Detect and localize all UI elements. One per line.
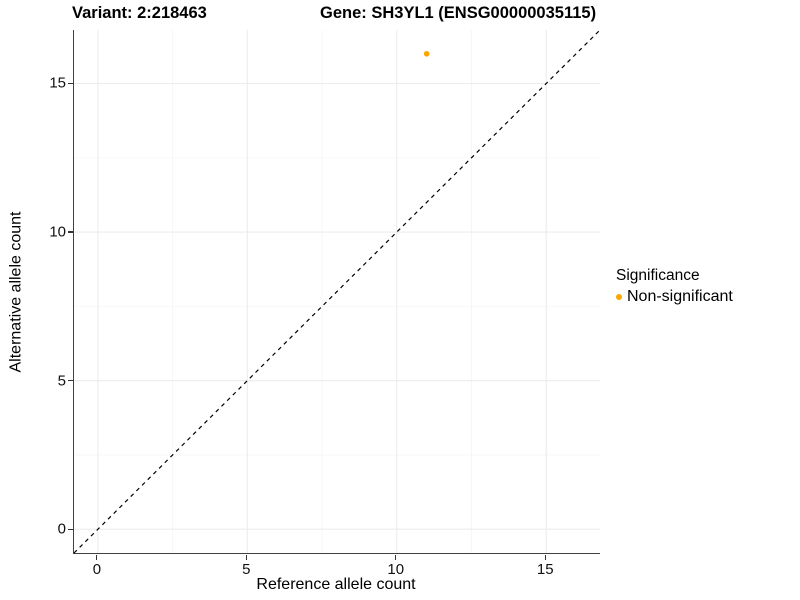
x-tick-mark [395, 554, 397, 560]
x-tick-label: 0 [92, 561, 102, 578]
x-tick-label: 15 [536, 561, 554, 578]
y-tick-label: 10 [49, 223, 66, 241]
legend-item: Non-significant [616, 288, 733, 306]
y-tick-mark [68, 380, 73, 382]
y-axis-title-wrap: Alternative allele count [4, 30, 28, 553]
x-axis-title: Reference allele count [256, 576, 416, 593]
legend-title: Significance [616, 267, 700, 284]
x-tick-mark [544, 554, 546, 560]
y-tick-mark [68, 231, 73, 233]
y-tick-label: 15 [49, 74, 66, 92]
x-tick-mark [245, 554, 247, 560]
x-tick-label: 5 [242, 561, 251, 578]
plot-panel [73, 29, 601, 554]
plot-title-gene: Gene: SH3YL1 (ENSG00000035115) [320, 4, 597, 22]
y-tick-label: 0 [57, 520, 66, 538]
identity-line [73, 29, 601, 554]
legend-point-swatch-icon [616, 294, 622, 300]
y-tick-mark [68, 528, 73, 530]
y-tick-label: 5 [57, 372, 66, 390]
x-tick-label: 10 [387, 561, 405, 578]
scatter-plot-canvas [73, 29, 601, 554]
data-point [423, 50, 430, 57]
plot-title-variant: Variant: 2:218463 [72, 4, 207, 22]
x-tick-mark [96, 554, 98, 560]
legend-item-label: Non-significant [627, 288, 733, 305]
legend: Significance Non-significant [616, 267, 733, 306]
y-axis-title: Alternative allele count [7, 211, 25, 372]
y-tick-mark [68, 82, 73, 85]
